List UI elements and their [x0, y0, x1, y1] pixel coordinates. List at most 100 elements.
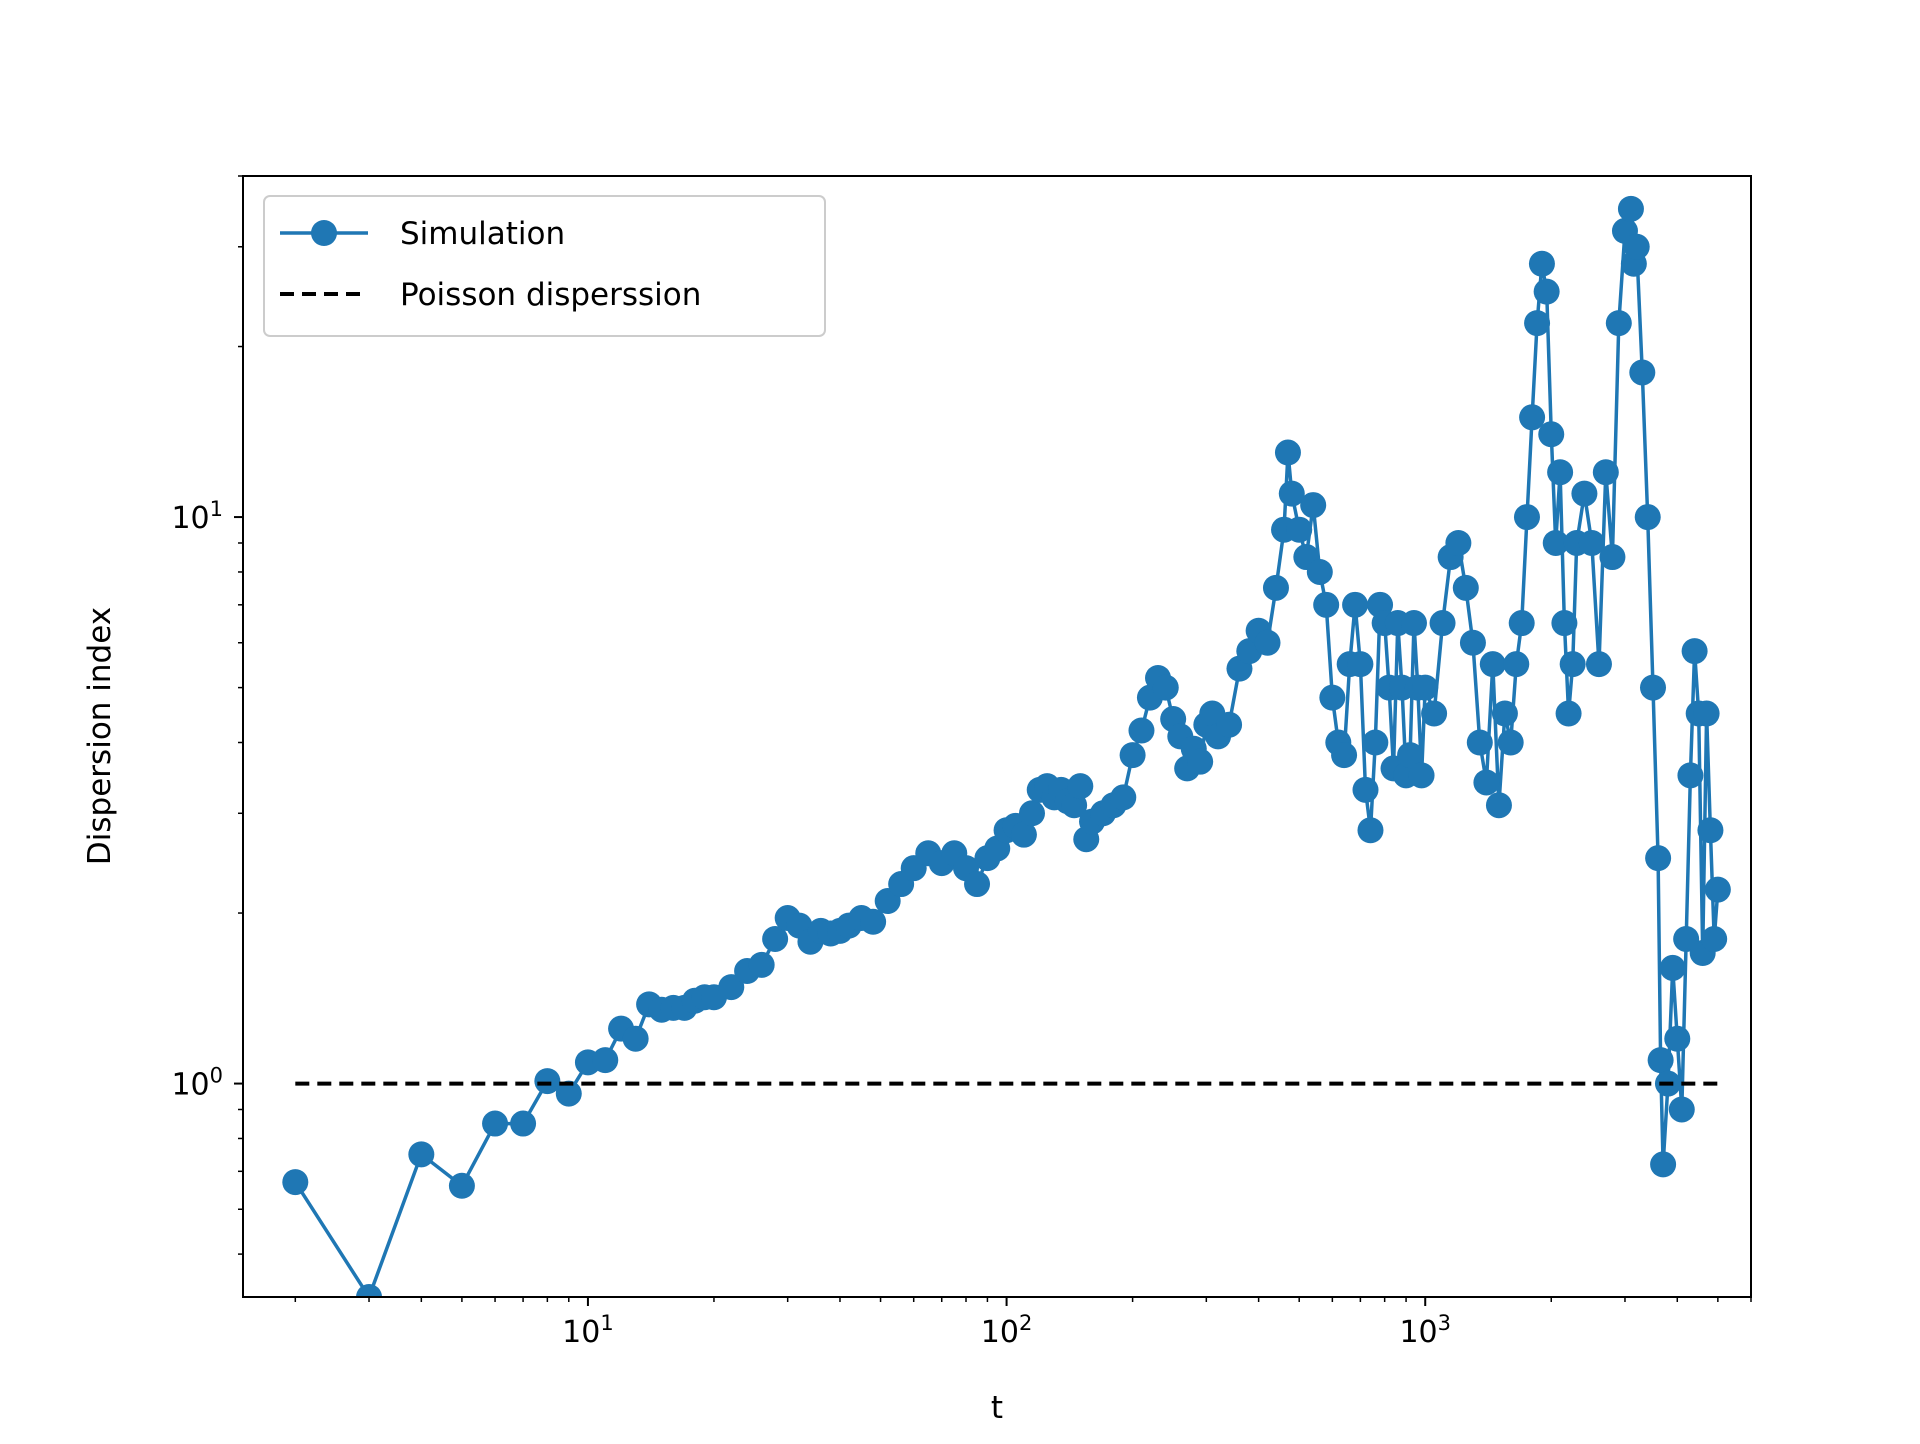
simulation-point-76 — [1262, 574, 1289, 601]
simulation-point-31 — [860, 908, 887, 935]
simulation-point-124 — [1533, 278, 1560, 305]
simulation-point-142 — [1629, 359, 1656, 386]
simulation-point-127 — [1547, 459, 1574, 486]
simulation-point-105 — [1412, 674, 1439, 701]
x-tick-label-1: 102 — [981, 1311, 1033, 1350]
simulation-point-62 — [1152, 674, 1179, 701]
simulation-point-116 — [1491, 700, 1518, 727]
simulation-point-22 — [762, 925, 789, 952]
simulation-point-121 — [1519, 404, 1546, 431]
simulation-point-80 — [1286, 516, 1313, 543]
legend-simulation-marker — [311, 220, 337, 246]
simulation-point-144 — [1640, 674, 1667, 701]
simulation-point-120 — [1513, 504, 1540, 531]
simulation-point-117 — [1497, 729, 1524, 756]
simulation-point-149 — [1659, 954, 1686, 981]
simulation-point-84 — [1313, 591, 1340, 618]
simulation-point-7 — [555, 1080, 582, 1107]
simulation-point-139 — [1617, 195, 1644, 222]
simulation-point-52 — [1067, 773, 1094, 800]
x-tick-label-2: 103 — [1399, 1311, 1451, 1350]
x-tick-label-0: 101 — [562, 1311, 614, 1350]
simulation-point-137 — [1605, 310, 1632, 337]
simulation-point-136 — [1599, 544, 1626, 571]
simulation-point-141 — [1623, 233, 1650, 260]
simulation-point-11 — [622, 1025, 649, 1052]
simulation-point-159 — [1701, 925, 1728, 952]
simulation-point-125 — [1538, 421, 1565, 448]
legend-box — [263, 195, 826, 337]
simulation-point-44 — [1010, 821, 1037, 848]
simulation-point-143 — [1634, 504, 1661, 531]
simulation-point-111 — [1459, 629, 1486, 656]
plot-frame — [242, 175, 1752, 1298]
simulation-point-101 — [1397, 742, 1424, 769]
simulation-point-114 — [1479, 651, 1506, 678]
simulation-point-19 — [718, 974, 745, 1001]
simulation-point-145 — [1645, 845, 1672, 872]
simulation-point-71 — [1216, 711, 1243, 738]
y-tick-label-1: 101 — [171, 497, 223, 536]
simulation-point-21 — [748, 951, 775, 978]
simulation-point-118 — [1503, 651, 1530, 678]
simulation-point-146 — [1647, 1047, 1674, 1074]
simulation-point-106 — [1421, 700, 1448, 727]
simulation-point-134 — [1585, 651, 1612, 678]
simulation-point-115 — [1485, 792, 1512, 819]
simulation-point-133 — [1578, 529, 1605, 556]
simulation-point-83 — [1306, 558, 1333, 585]
simulation-point-67 — [1187, 748, 1214, 775]
simulation-point-158 — [1697, 817, 1724, 844]
simulation-point-89 — [1342, 591, 1369, 618]
simulation-point-160 — [1704, 876, 1731, 903]
simulation-point-128 — [1551, 610, 1578, 637]
simulation-point-135 — [1592, 459, 1619, 486]
simulation-point-6 — [534, 1068, 561, 1095]
x-axis-ticks: 101 102 103 — [294, 1297, 1752, 1350]
simulation-point-78 — [1274, 439, 1301, 466]
simulation-point-151 — [1668, 1096, 1695, 1123]
simulation-point-57 — [1110, 784, 1137, 811]
simulation-point-102 — [1400, 610, 1427, 637]
y-axis-ticks: 100 101 — [171, 175, 243, 1255]
simulation-point-3 — [448, 1172, 475, 1199]
simulation-point-45 — [1018, 800, 1045, 827]
simulation-point-126 — [1542, 529, 1569, 556]
simulation-point-0 — [282, 1169, 309, 1196]
y-tick-label-0: 100 — [171, 1064, 223, 1103]
simulation-point-147 — [1650, 1151, 1677, 1178]
simulation-point-39 — [964, 871, 991, 898]
simulation-point-112 — [1466, 729, 1493, 756]
simulation-point-93 — [1362, 729, 1389, 756]
simulation-point-119 — [1508, 610, 1535, 637]
simulation-point-109 — [1445, 529, 1472, 556]
simulation-point-130 — [1559, 651, 1586, 678]
simulation-markers — [282, 195, 1731, 1297]
simulation-point-110 — [1452, 574, 1479, 601]
simulation-point-123 — [1528, 250, 1555, 277]
y-axis-label: Dispersion index — [82, 607, 118, 865]
simulation-point-85 — [1319, 684, 1346, 711]
simulation-point-59 — [1128, 717, 1155, 744]
simulation-point-132 — [1571, 480, 1598, 507]
simulation-point-113 — [1473, 769, 1500, 796]
simulation-point-153 — [1677, 762, 1704, 789]
simulation-point-129 — [1555, 700, 1582, 727]
simulation-point-92 — [1357, 817, 1384, 844]
simulation-point-91 — [1352, 776, 1379, 803]
simulation-point-122 — [1524, 310, 1551, 337]
simulation-point-107 — [1429, 610, 1456, 637]
simulation-point-82 — [1300, 492, 1327, 519]
legend-simulation-label: Simulation — [400, 216, 565, 252]
legend-poisson-label: Poisson disperssion — [400, 277, 701, 313]
simulation-point-87 — [1331, 742, 1358, 769]
simulation-point-1 — [356, 1284, 383, 1297]
simulation-point-75 — [1254, 629, 1281, 656]
simulation-point-104 — [1408, 762, 1435, 789]
simulation-point-5 — [510, 1110, 537, 1137]
simulation-point-9 — [592, 1047, 619, 1074]
plot-content — [282, 195, 1731, 1297]
simulation-point-90 — [1347, 651, 1374, 678]
